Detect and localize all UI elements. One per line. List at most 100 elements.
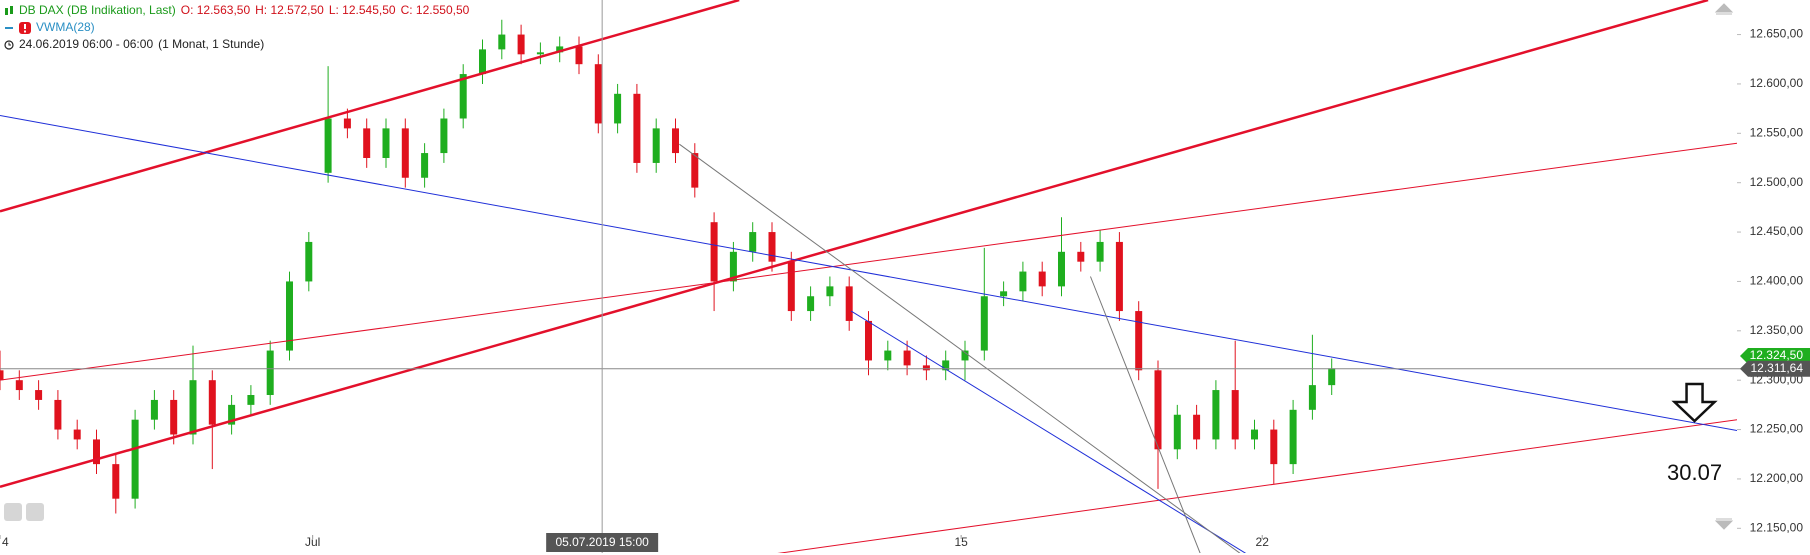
- candle-body: [1096, 241, 1104, 262]
- trend-line: [777, 419, 1737, 553]
- x-tick-label: 22: [1256, 535, 1270, 549]
- candle-body: [324, 118, 332, 173]
- tool-button[interactable]: [26, 503, 44, 521]
- scroll-up[interactable]: [1714, 3, 1734, 15]
- legend-header: DB DAX (DB Indikation, Last) O: 12.563,5…: [4, 2, 469, 53]
- instrument-title: DB DAX (DB Indikation, Last): [19, 3, 176, 17]
- trend-line: [850, 310, 1247, 553]
- candle-body: [787, 261, 795, 312]
- indicator-name[interactable]: VWMA(28): [36, 20, 95, 34]
- candle-body: [633, 93, 641, 163]
- candle-body: [189, 380, 197, 435]
- candle-body: [112, 464, 120, 499]
- period-row: 24.06.2019 06:00 - 06:00 (1 Monat, 1 Stu…: [4, 36, 469, 53]
- candle-body: [980, 296, 988, 351]
- y-tick-label: 12.200,00: [1750, 471, 1804, 485]
- candle-body: [865, 320, 872, 361]
- y-tick-label: 12.150,00: [1750, 520, 1804, 534]
- ohlc-high: H: 12.572,50: [255, 3, 324, 17]
- candle-body: [768, 232, 776, 262]
- candle-body: [440, 118, 448, 154]
- trend-line: [679, 143, 1241, 553]
- candle-body: [961, 350, 969, 361]
- candle-body: [401, 128, 409, 178]
- y-tick-label: 12.250,00: [1750, 422, 1804, 436]
- plot-area: [0, 0, 1737, 553]
- candle-body: [556, 46, 564, 53]
- candle-body: [942, 360, 950, 371]
- y-tick-label: 12.650,00: [1750, 27, 1804, 41]
- candle-body: [54, 399, 62, 430]
- candle-body: [1231, 390, 1239, 440]
- candle-body: [421, 153, 429, 178]
- candle-body: [729, 251, 737, 282]
- arrow-down: [1671, 382, 1718, 423]
- candle-body: [691, 153, 699, 188]
- candle-body: [884, 350, 892, 361]
- candle-body: [1019, 271, 1027, 292]
- candle-body: [459, 74, 467, 119]
- candle-body: [536, 52, 544, 55]
- trend-line: [0, 115, 1737, 432]
- hline-label: 12.311,64: [1751, 361, 1804, 375]
- candle-body: [247, 395, 255, 405]
- ohlc-close: C: 12.550,50: [400, 3, 470, 17]
- candle-body: [1289, 409, 1297, 465]
- candle-body: [1173, 414, 1181, 450]
- candle-body: [652, 128, 660, 163]
- candle-body: [131, 419, 139, 499]
- resolution: (1 Monat, 1 Stunde): [158, 37, 265, 51]
- y-tick-label: 12.350,00: [1750, 323, 1804, 337]
- candle-body: [382, 128, 390, 158]
- candle-body: [208, 380, 216, 425]
- trend-line: [0, 142, 1737, 381]
- candle-icon: [5, 5, 13, 15]
- candle-body: [749, 232, 757, 252]
- x-tick-label: Jul: [305, 535, 320, 549]
- candle-body: [343, 118, 351, 129]
- y-tick-label: 12.450,00: [1750, 224, 1804, 238]
- x-tick-label: 4: [2, 535, 9, 549]
- candle-body: [1270, 429, 1278, 465]
- candle-body: [1115, 241, 1123, 312]
- candle-body: [807, 296, 815, 312]
- y-tick-label: 12.400,00: [1750, 274, 1804, 288]
- candle-body: [266, 350, 274, 395]
- candle-body: [1038, 271, 1046, 287]
- candle-body: [903, 350, 911, 366]
- candle-body: [922, 365, 930, 371]
- crosshair-label: 05.07.2019 15:00: [555, 535, 649, 549]
- candle-body: [1154, 370, 1162, 450]
- candle-body: [826, 286, 834, 297]
- candle-body: [845, 286, 853, 321]
- candle-body: [35, 390, 43, 400]
- candle-body: [498, 34, 506, 50]
- header-row: DB DAX (DB Indikation, Last) O: 12.563,5…: [4, 2, 469, 19]
- price-marker: [1740, 347, 1810, 364]
- y-tick-label: 12.600,00: [1750, 76, 1804, 90]
- tool-button[interactable]: [4, 503, 22, 521]
- warning-icon[interactable]: [19, 21, 31, 34]
- ohlc-low: L: 12.545,50: [328, 3, 396, 17]
- candle-body: [228, 404, 236, 425]
- ohlc-open: O: 12.563,50: [180, 3, 251, 17]
- trend-line: [0, 0, 1709, 489]
- candle-body: [1328, 368, 1336, 386]
- candle-body: [170, 399, 178, 435]
- clock-icon: [4, 39, 14, 50]
- hline-marker: [1740, 360, 1810, 377]
- scroll-down[interactable]: [1714, 518, 1734, 530]
- candle-body: [286, 281, 293, 351]
- indicator-icon[interactable]: [4, 23, 14, 33]
- candle-body: [517, 34, 525, 55]
- x-tick-label: 15: [954, 535, 968, 549]
- candle-body: [1077, 251, 1085, 262]
- y-tick-label: 12.550,00: [1750, 125, 1804, 139]
- candle-body: [1308, 385, 1316, 410]
- candle-body: [1251, 429, 1258, 440]
- candle-body: [479, 49, 486, 75]
- candle-body: [1135, 311, 1143, 371]
- candle-body: [73, 429, 81, 440]
